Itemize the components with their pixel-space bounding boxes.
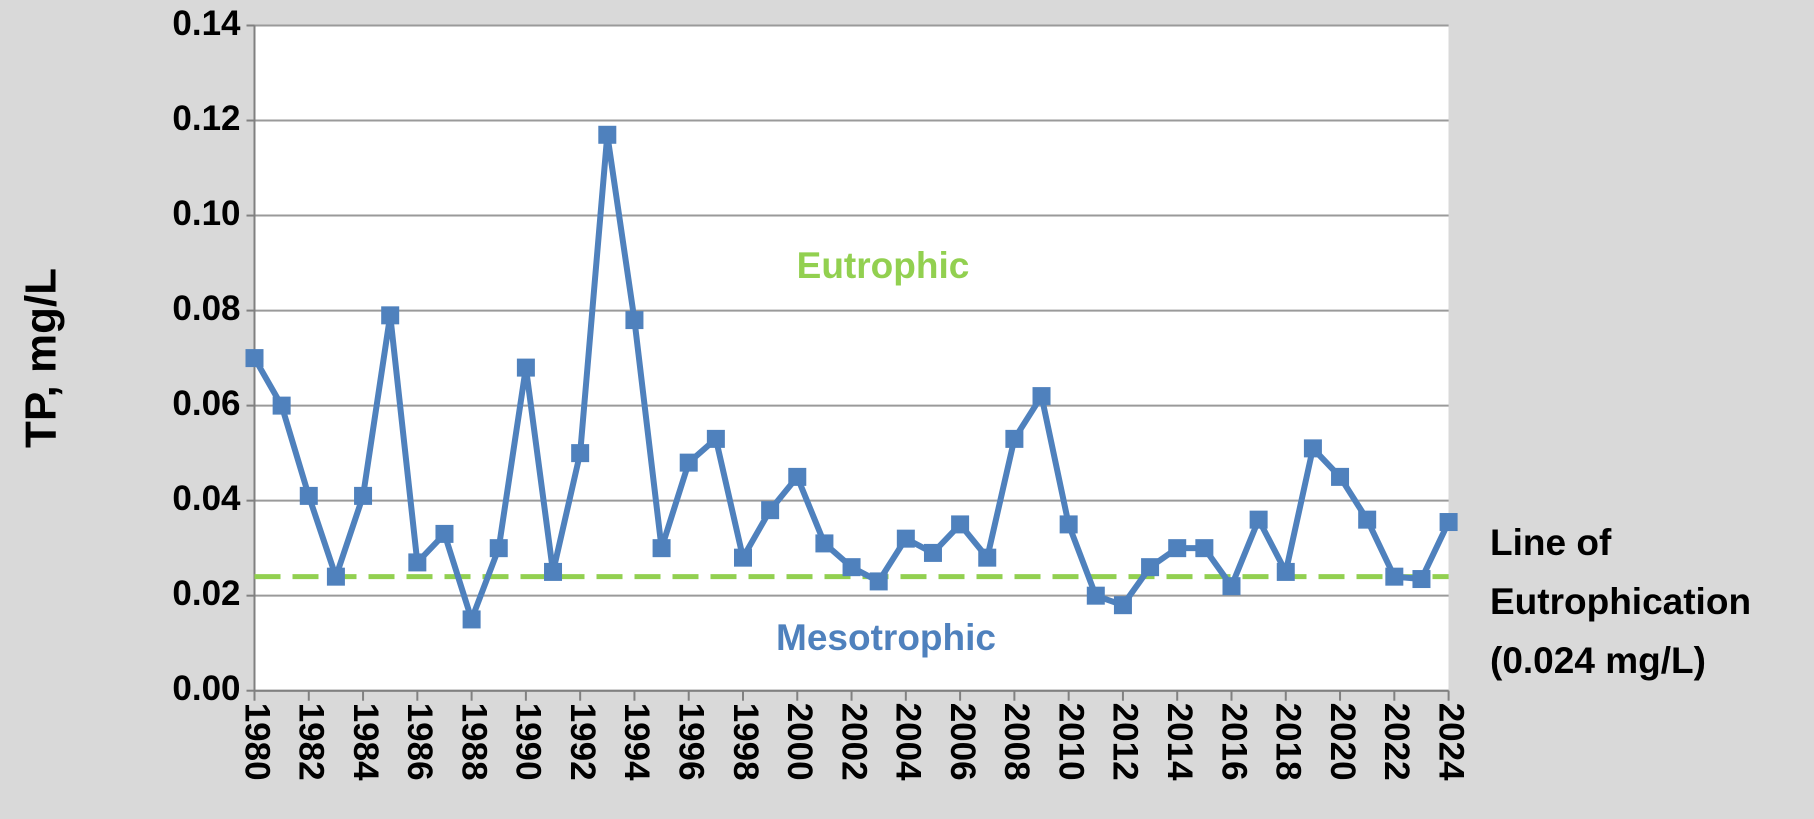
y-tick-label: 0.08: [172, 289, 240, 328]
marker: [1439, 513, 1458, 532]
y-axis-label: TP, mg/L: [17, 268, 66, 448]
x-tick-label: 2000: [780, 703, 819, 781]
annotation: Eutrophic: [797, 245, 970, 286]
x-tick-label: 1982: [292, 703, 331, 781]
marker: [951, 515, 970, 534]
y-tick-label: 0.06: [172, 384, 240, 423]
marker: [978, 548, 997, 567]
x-tick-label: 2012: [1106, 703, 1145, 781]
marker: [381, 306, 400, 325]
threshold-label: (0.024 mg/L): [1490, 640, 1706, 681]
marker: [1385, 567, 1404, 586]
marker: [923, 543, 942, 562]
marker: [1358, 510, 1377, 529]
x-tick-label: 2016: [1214, 703, 1253, 781]
x-tick-label: 1984: [346, 703, 385, 781]
x-tick-label: 1998: [726, 703, 765, 781]
x-tick-label: 1992: [563, 703, 602, 781]
marker: [625, 311, 644, 330]
threshold-label: Line of: [1490, 522, 1612, 563]
marker: [1168, 539, 1187, 558]
y-tick-label: 0.00: [172, 669, 240, 708]
marker: [679, 453, 698, 472]
y-tick-label: 0.02: [172, 574, 240, 613]
marker: [571, 444, 590, 463]
marker: [1303, 439, 1322, 458]
marker: [869, 572, 888, 591]
marker: [326, 567, 345, 586]
marker: [1141, 558, 1160, 577]
marker: [761, 501, 780, 520]
x-tick-label: 1990: [509, 703, 548, 781]
marker: [1276, 562, 1295, 581]
marker: [272, 396, 291, 415]
marker: [652, 539, 671, 558]
x-tick-label: 2008: [997, 703, 1036, 781]
marker: [245, 349, 264, 368]
marker: [516, 358, 535, 377]
y-tick-label: 0.14: [172, 4, 241, 43]
x-tick-label: 2024: [1431, 703, 1470, 781]
x-tick-label: 1988: [454, 703, 493, 781]
y-tick-label: 0.10: [172, 194, 240, 233]
marker: [408, 553, 427, 572]
x-tick-label: 1980: [237, 703, 276, 781]
marker: [1059, 515, 1078, 534]
x-tick-label: 1994: [617, 703, 656, 781]
marker: [435, 524, 454, 543]
y-tick-label: 0.12: [172, 99, 240, 138]
marker: [1113, 596, 1132, 615]
marker: [733, 548, 752, 567]
x-tick-label: 2004: [889, 703, 928, 781]
marker: [598, 125, 617, 144]
x-tick-label: 2020: [1323, 703, 1362, 781]
plot-area: [254, 25, 1449, 691]
marker: [788, 467, 807, 486]
marker: [1412, 570, 1431, 589]
marker: [1032, 387, 1051, 406]
marker: [544, 562, 563, 581]
marker: [1005, 429, 1024, 448]
marker: [1249, 510, 1268, 529]
x-tick-label: 2018: [1269, 703, 1308, 781]
x-tick-label: 1986: [400, 703, 439, 781]
marker: [1195, 539, 1214, 558]
x-tick-label: 2014: [1160, 703, 1199, 781]
annotation: Mesotrophic: [776, 617, 996, 658]
x-tick-label: 2006: [943, 703, 982, 781]
y-tick-label: 0.04: [172, 479, 241, 518]
x-tick-label: 2010: [1051, 703, 1090, 781]
marker: [462, 610, 481, 629]
marker: [896, 529, 915, 548]
marker: [354, 486, 373, 505]
threshold-label: Eutrophication: [1490, 581, 1751, 622]
x-tick-label: 2022: [1377, 703, 1416, 781]
marker: [815, 534, 834, 553]
marker: [706, 429, 725, 448]
marker: [1331, 467, 1350, 486]
marker: [489, 539, 508, 558]
x-tick-label: 1996: [671, 703, 710, 781]
marker: [842, 558, 861, 577]
x-tick-label: 2002: [834, 703, 873, 781]
marker: [1222, 577, 1241, 596]
marker: [299, 486, 318, 505]
marker: [1086, 586, 1105, 605]
